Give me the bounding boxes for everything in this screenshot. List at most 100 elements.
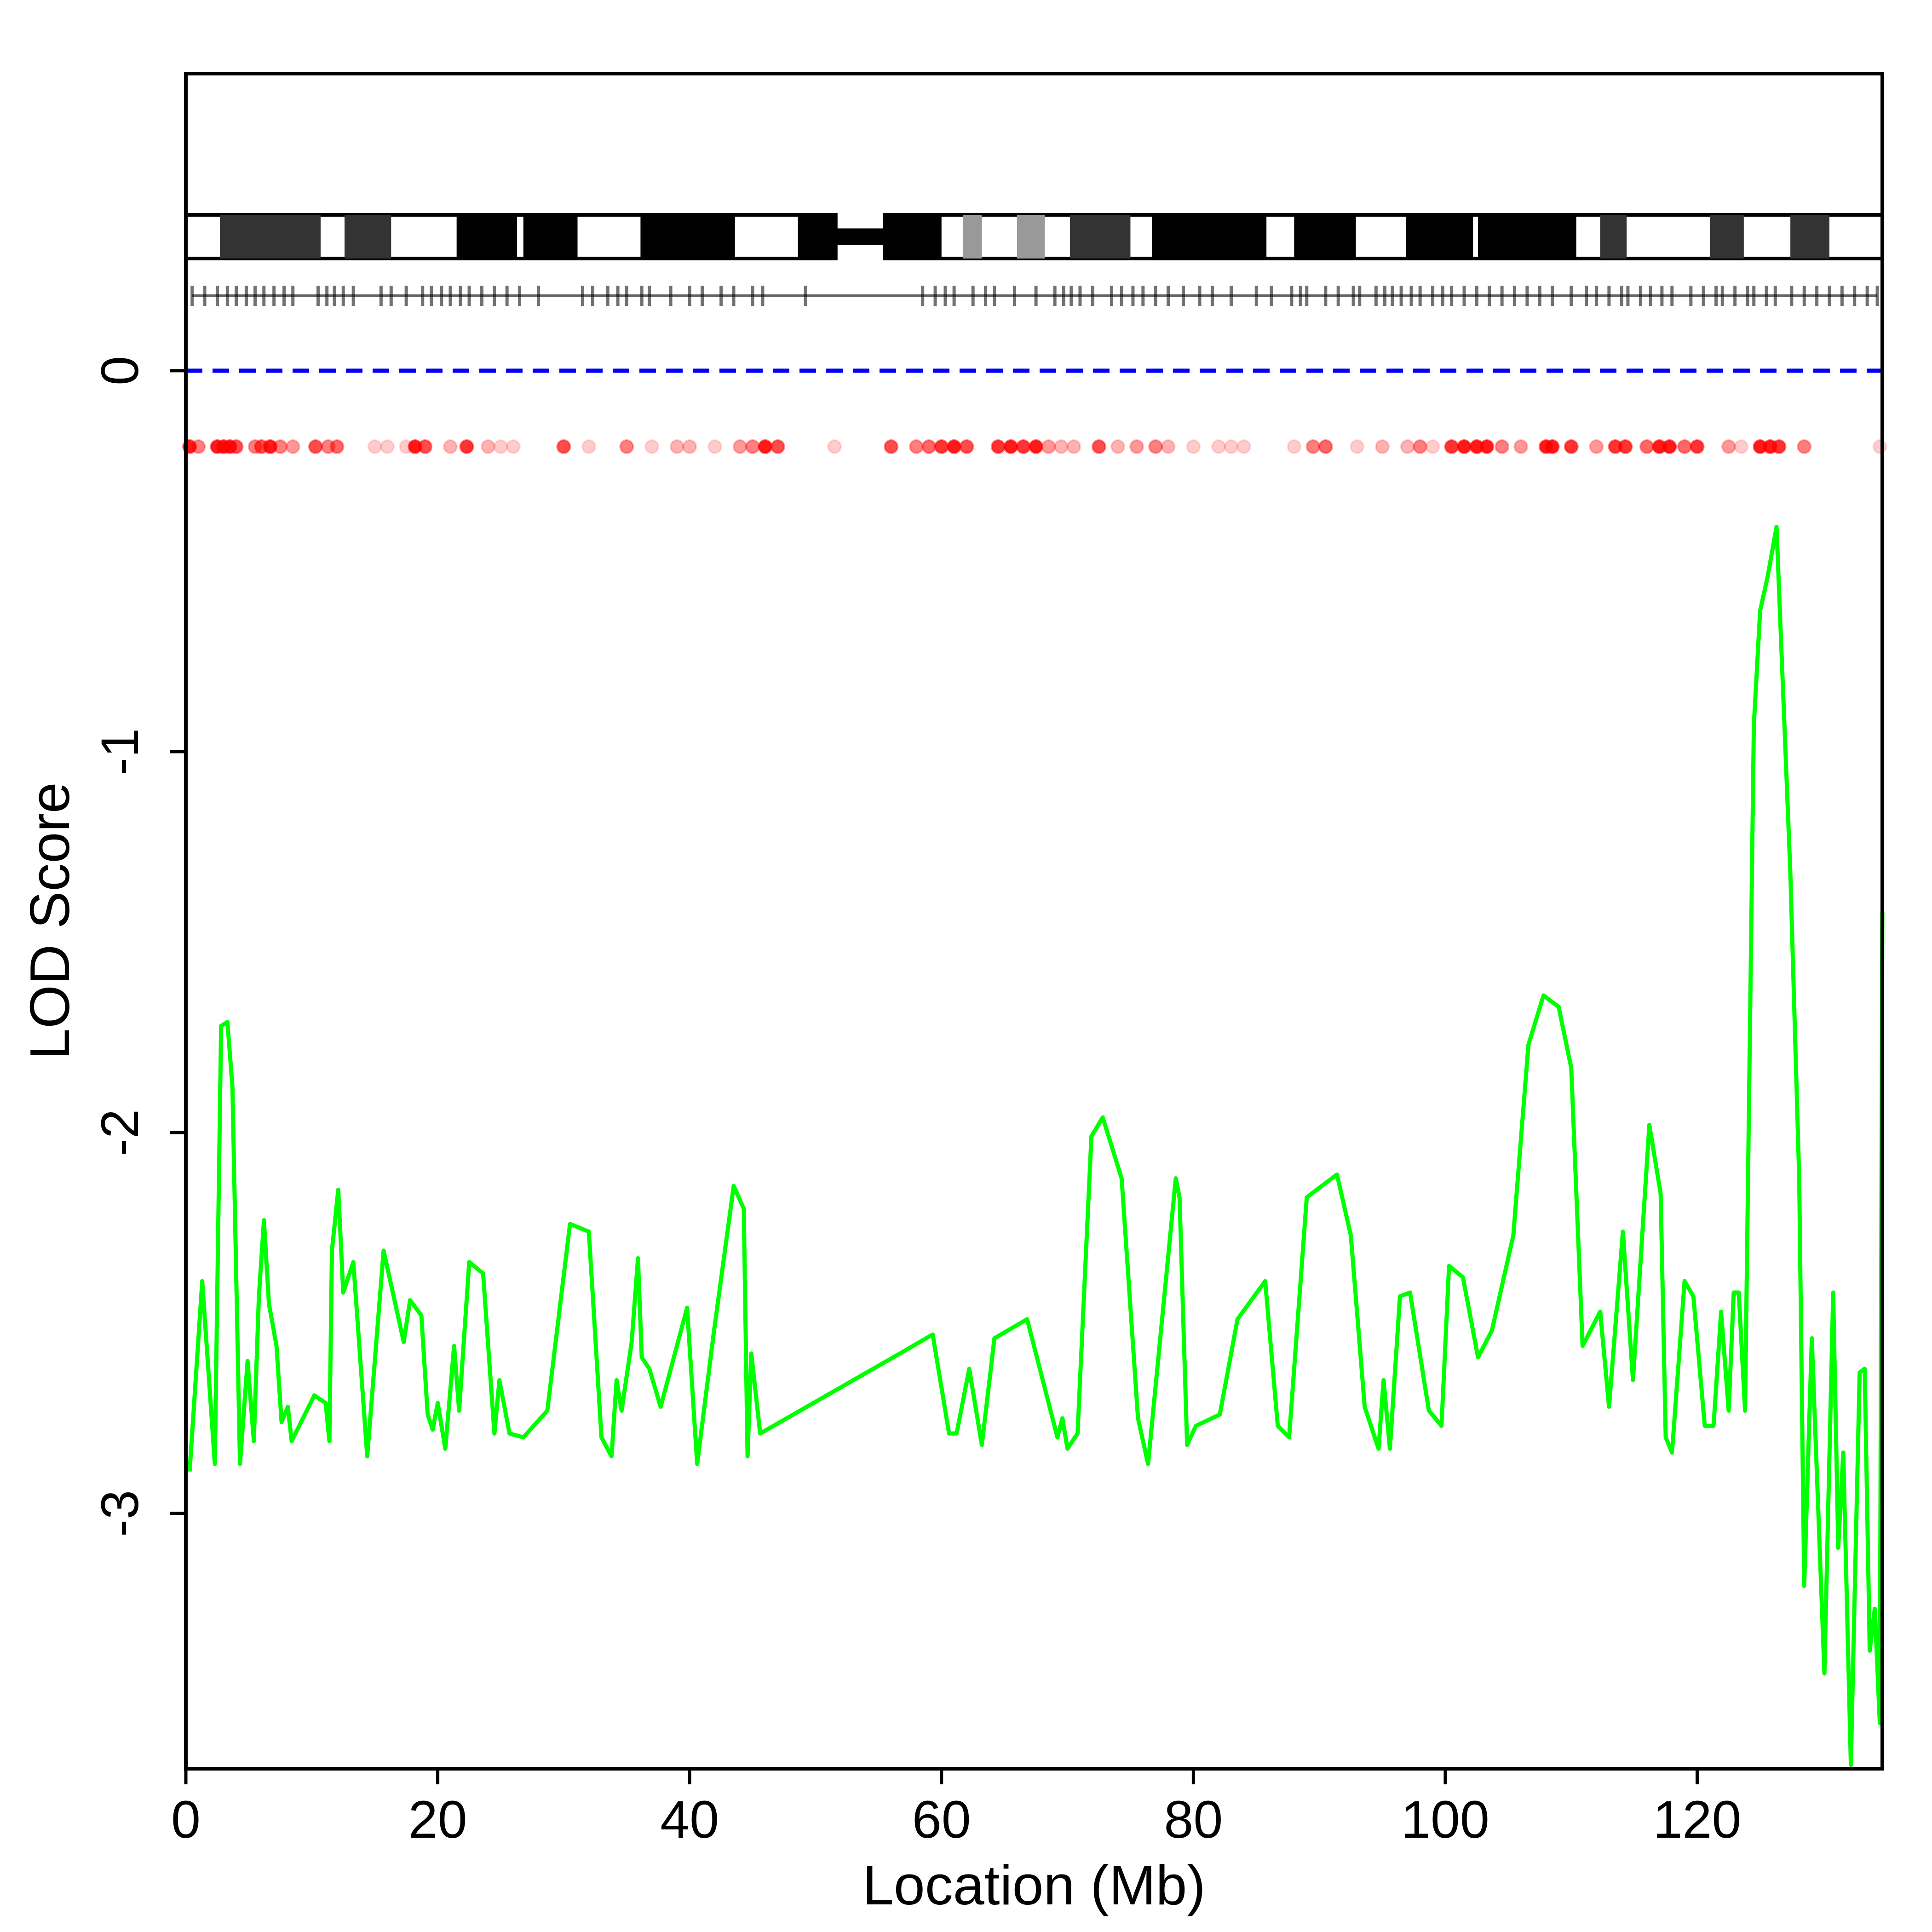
density-dot [443, 439, 458, 454]
density-dot [921, 439, 937, 454]
density-dot [732, 439, 748, 454]
density-dot [1129, 439, 1144, 454]
cytoband [798, 215, 836, 259]
cytoband [1790, 215, 1830, 259]
density-dot [285, 439, 300, 454]
x-tick-label: 80 [1164, 1790, 1223, 1849]
cytoband [1709, 215, 1744, 259]
x-tick-label: 120 [1653, 1790, 1742, 1849]
density-dot [556, 439, 571, 454]
density-dot [1721, 439, 1736, 454]
density-dot [707, 439, 722, 454]
centromere [835, 228, 885, 245]
cytoband [344, 215, 391, 259]
density-dot [1041, 439, 1056, 454]
density-dot [1211, 439, 1226, 454]
plot-frame [184, 72, 1884, 1771]
density-dot [308, 439, 323, 454]
x-tick-label: 40 [660, 1790, 719, 1849]
x-tick-label: 60 [912, 1790, 971, 1849]
density-dot [1513, 439, 1529, 454]
density-dot [493, 439, 508, 454]
cytoband [1151, 215, 1267, 259]
cytoband [456, 215, 518, 259]
density-dot [770, 439, 785, 454]
density-dot [273, 439, 288, 454]
density-dot [1318, 439, 1333, 454]
density-dot [1662, 439, 1677, 454]
density-dot [506, 439, 521, 454]
density-dot [581, 439, 597, 454]
density-dot [459, 439, 474, 454]
cytoband [963, 215, 982, 259]
density-dot [1413, 439, 1428, 454]
x-tick-label: 100 [1401, 1790, 1489, 1849]
density-dot [1564, 439, 1579, 454]
density-dot [1425, 439, 1440, 454]
density-dot [1495, 439, 1510, 454]
x-tick-label: 20 [408, 1790, 467, 1849]
density-dot [1457, 439, 1472, 454]
y-tick-label: -3 [91, 1490, 150, 1537]
x-axis-title: Location (Mb) [862, 1854, 1206, 1916]
density-dot [1092, 439, 1107, 454]
density-dot [1161, 439, 1176, 454]
density-dot [1029, 439, 1044, 454]
density-dot [1734, 439, 1749, 454]
density-dot [644, 439, 660, 454]
density-dot [1287, 439, 1302, 454]
density-dot [380, 439, 395, 454]
density-dot [827, 439, 842, 454]
density-dot [1690, 439, 1705, 454]
density-dot [191, 439, 206, 454]
density-dot [1053, 439, 1069, 454]
y-tick-label: -1 [91, 728, 150, 775]
y-axis-title: LOD Score [18, 782, 81, 1059]
cytoband [1070, 215, 1131, 259]
cytoband [1478, 215, 1576, 259]
density-dot [418, 439, 433, 454]
density-dot [1066, 439, 1081, 454]
density-dot [1797, 439, 1812, 454]
density-dot [1589, 439, 1604, 454]
density-dot [1872, 439, 1887, 454]
density-dot [1618, 439, 1633, 454]
density-dot [1400, 439, 1415, 454]
density-dot [1375, 439, 1390, 454]
density-dot [758, 439, 773, 454]
density-dot [669, 439, 684, 454]
density-dot [1444, 439, 1459, 454]
y-tick-label: -2 [91, 1109, 150, 1156]
density-dot [884, 439, 899, 454]
density-dot [959, 439, 974, 454]
y-tick-label: 0 [91, 356, 150, 385]
density-dot [1639, 439, 1655, 454]
density-dot [1110, 439, 1126, 454]
cytoband [640, 215, 735, 259]
x-tick-label: 0 [171, 1790, 201, 1849]
density-dot [481, 439, 496, 454]
density-dot [909, 439, 924, 454]
density-dot [1224, 439, 1239, 454]
density-dot [990, 439, 1006, 454]
density-dot [682, 439, 697, 454]
density-dot [619, 439, 634, 454]
density-dot [947, 439, 962, 454]
density-dot [229, 439, 244, 454]
density-dot [934, 439, 949, 454]
density-dot [1771, 439, 1787, 454]
cytoband [1017, 215, 1045, 259]
density-dot [329, 439, 345, 454]
density-dot [1305, 439, 1321, 454]
density-dot [1545, 439, 1560, 454]
cytoband [885, 215, 942, 259]
density-dot [1479, 439, 1495, 454]
lod-line [187, 524, 1885, 1767]
density-dot [1350, 439, 1365, 454]
cytoband [1406, 215, 1473, 259]
density-dot [1186, 439, 1201, 454]
density-dot [1003, 439, 1018, 454]
density-dot [367, 439, 382, 454]
density-dot [745, 439, 760, 454]
